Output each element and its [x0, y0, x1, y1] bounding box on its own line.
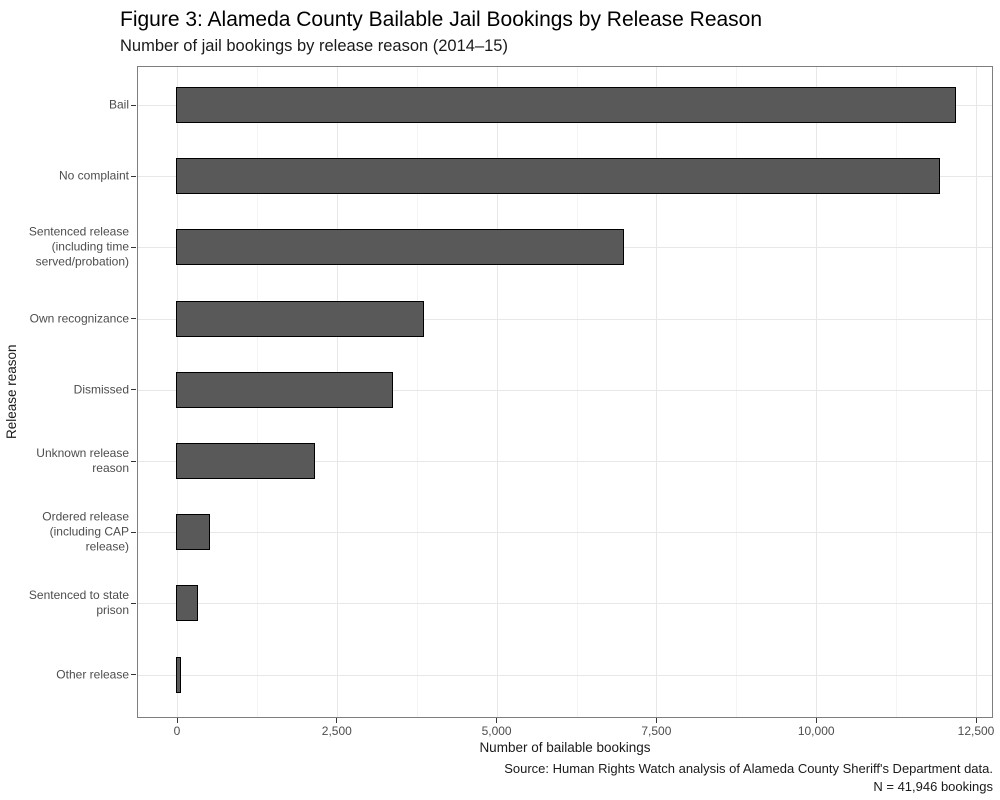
x-axis-label-5000: 5,000: [481, 724, 512, 738]
gridline-category-other-release: [137, 674, 993, 676]
y-axis-label-sentenced-release: Sentenced release (including time served…: [28, 224, 129, 269]
gridline-major-10000: [816, 66, 818, 718]
gridline-major-7500: [656, 66, 658, 718]
y-tick-unknown-release: [131, 460, 136, 462]
x-tick-10000: [815, 718, 817, 723]
y-tick-other-release: [131, 674, 136, 676]
bar-own-recognizance: [176, 300, 425, 337]
bar-sentenced-release: [176, 229, 625, 266]
y-tick-dismissed: [131, 389, 136, 391]
bar-no-complaint: [176, 158, 940, 195]
gridline-minor-6250: [576, 66, 578, 718]
gridline-minor-11250: [896, 66, 898, 718]
y-axis-label-sentenced-to-state: Sentenced to state prison: [28, 588, 129, 618]
chart-subtitle: Number of jail bookings by release reaso…: [120, 37, 508, 55]
gridline-category-sentenced-to-state: [137, 603, 993, 605]
y-tick-sentenced-release: [131, 246, 136, 248]
x-axis-label-10000: 10,000: [797, 724, 835, 738]
y-axis-label-ordered-release: Ordered release (including CAP release): [42, 509, 129, 554]
plot-panel: [137, 66, 993, 718]
gridline-category-ordered-release: [137, 532, 993, 534]
source-caption: Source: Human Rights Watch analysis of A…: [0, 760, 993, 795]
y-axis-label-no-complaint: No complaint: [58, 168, 129, 183]
x-tick-7500: [655, 718, 657, 723]
gridline-minor-8750: [736, 66, 738, 718]
y-tick-ordered-release: [131, 531, 136, 533]
gridline-category-own-recognizance: [137, 318, 993, 320]
caption-line-n: N = 41,946 bookings: [873, 778, 993, 794]
caption-line-source: Source: Human Rights Watch analysis of A…: [504, 761, 993, 776]
gridline-category-dismissed: [137, 389, 993, 391]
y-tick-no-complaint: [131, 175, 136, 177]
x-axis-title: Number of bailable bookings: [479, 740, 651, 755]
bar-ordered-release: [176, 514, 211, 551]
y-axis-label-dismissed: Dismissed: [73, 382, 129, 397]
x-axis-label-12500: 12,500: [957, 724, 995, 738]
chart-title: Figure 3: Alameda County Bailable Jail B…: [120, 8, 763, 31]
gridline-minor-3750: [416, 66, 418, 718]
bar-bail: [176, 87, 956, 123]
x-axis-label-0: 0: [173, 724, 181, 738]
y-tick-own-recognizance: [131, 318, 136, 320]
gridline-major-12500: [976, 66, 977, 718]
x-tick-0: [176, 718, 178, 723]
y-axis-label-bail: Bail: [108, 97, 129, 112]
y-axis-label-unknown-release: Unknown release reason: [36, 446, 129, 475]
x-axis-label-7500: 7,500: [641, 724, 672, 738]
x-tick-12500: [975, 718, 977, 723]
bar-dismissed: [176, 371, 393, 408]
x-tick-2500: [336, 718, 338, 723]
x-axis-label-2500: 2,500: [321, 724, 352, 738]
x-tick-5000: [496, 718, 498, 723]
gridline-category-unknown-release: [137, 461, 993, 462]
y-tick-sentenced-to-state: [131, 602, 136, 604]
gridline-major-5000: [496, 66, 498, 718]
y-tick-bail: [131, 104, 136, 106]
bar-unknown-release: [176, 443, 316, 479]
y-axis-label-own-recognizance: Own recognizance: [29, 311, 129, 326]
bar-other-release: [176, 656, 181, 693]
bar-sentenced-to-state: [176, 585, 198, 622]
y-axis-label-other-release: Other release: [56, 667, 129, 682]
